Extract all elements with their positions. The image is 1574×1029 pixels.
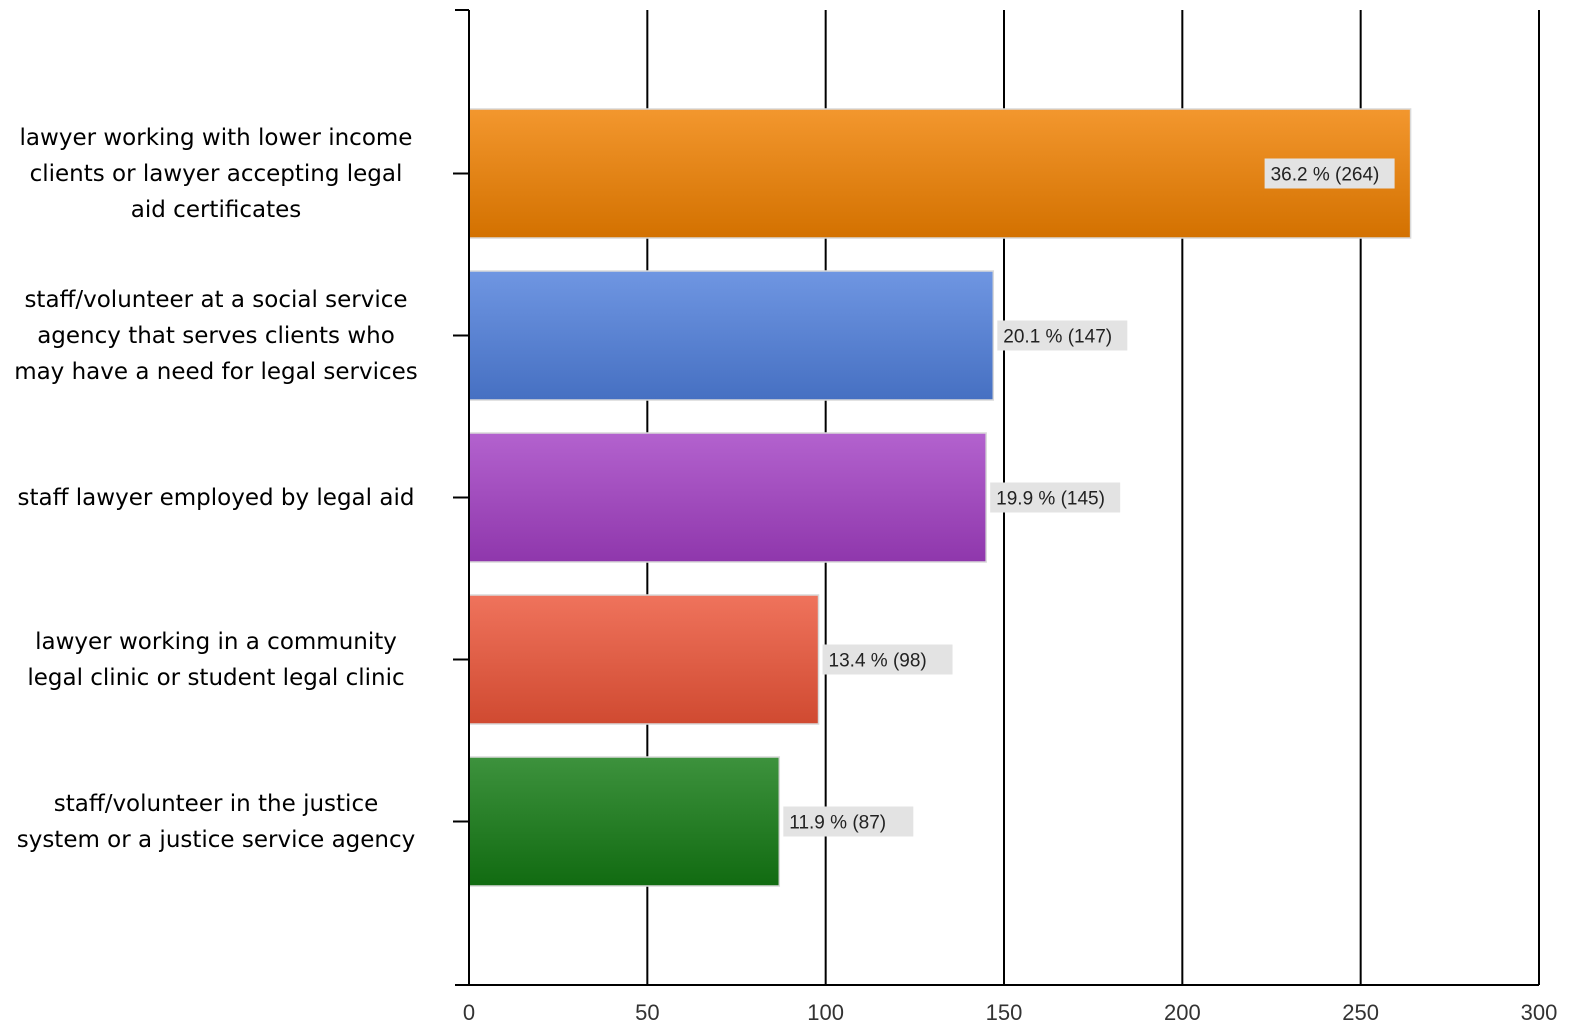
category-label-line: aid certificates: [130, 196, 302, 223]
category-label-line: agency that serves clients who: [37, 322, 395, 349]
category-label-line: legal clinic or student legal clinic: [27, 664, 405, 691]
bar: [468, 756, 781, 887]
bar: [468, 432, 987, 563]
bar-label-bg: [1264, 158, 1395, 189]
bar-label: 20.1 % (147): [1003, 327, 1112, 348]
bar-label-bg: [990, 482, 1121, 513]
bar-label-bg: [783, 806, 914, 837]
x-tick-label: 50: [635, 1000, 659, 1025]
category-label: staff/volunteer in the justice system or …: [6, 786, 426, 858]
category-label: staff/volunteer at a social service agenc…: [6, 282, 426, 390]
category-label-line: may have a need for legal services: [14, 358, 418, 385]
x-tick-labels: 0 50 100 150 200 250 300: [463, 1000, 1557, 1025]
category-label-line: system or a justice service agency: [16, 826, 416, 853]
category-label-line: staff/volunteer in the justice: [53, 790, 379, 817]
category-label: lawyer working with lower income clients …: [6, 120, 426, 228]
bar-label: 11.9 % (87): [789, 813, 886, 834]
x-tick-label: 0: [463, 1000, 475, 1025]
axes-group: [453, 9, 1539, 986]
bar: [468, 594, 820, 725]
x-tick-label: 150: [986, 1000, 1023, 1025]
x-tick-label: 250: [1342, 1000, 1379, 1025]
x-tick-label: 200: [1164, 1000, 1201, 1025]
bar: [468, 270, 995, 401]
category-label-line: clients or lawyer accepting legal: [29, 160, 403, 187]
category-label-line: staff/volunteer at a social service: [24, 286, 408, 313]
bar-label-bg: [997, 320, 1128, 351]
x-tick-label: 100: [807, 1000, 844, 1025]
category-label-line: staff lawyer employed by legal aid: [17, 484, 415, 511]
bars-group: [468, 108, 1412, 887]
category-label: staff lawyer employed by legal aid: [6, 480, 426, 516]
bar-label: 13.4 % (98): [829, 651, 927, 672]
category-label-line: lawyer working with lower income: [19, 124, 413, 151]
bar-label: 36.2 % (264): [1271, 165, 1380, 186]
bar-label: 19.9 % (145): [996, 489, 1105, 510]
category-label: lawyer working in a community legal clini…: [6, 624, 426, 696]
x-tick-label: 300: [1521, 1000, 1558, 1025]
category-label-line: lawyer working in a community: [35, 628, 397, 655]
bar-label-bg: [822, 644, 953, 675]
bar-data-labels: 36.2 % (264) 20.1 % (147) 19.9 % (145) 13.4…: [783, 158, 1395, 837]
bar: [468, 108, 1412, 239]
